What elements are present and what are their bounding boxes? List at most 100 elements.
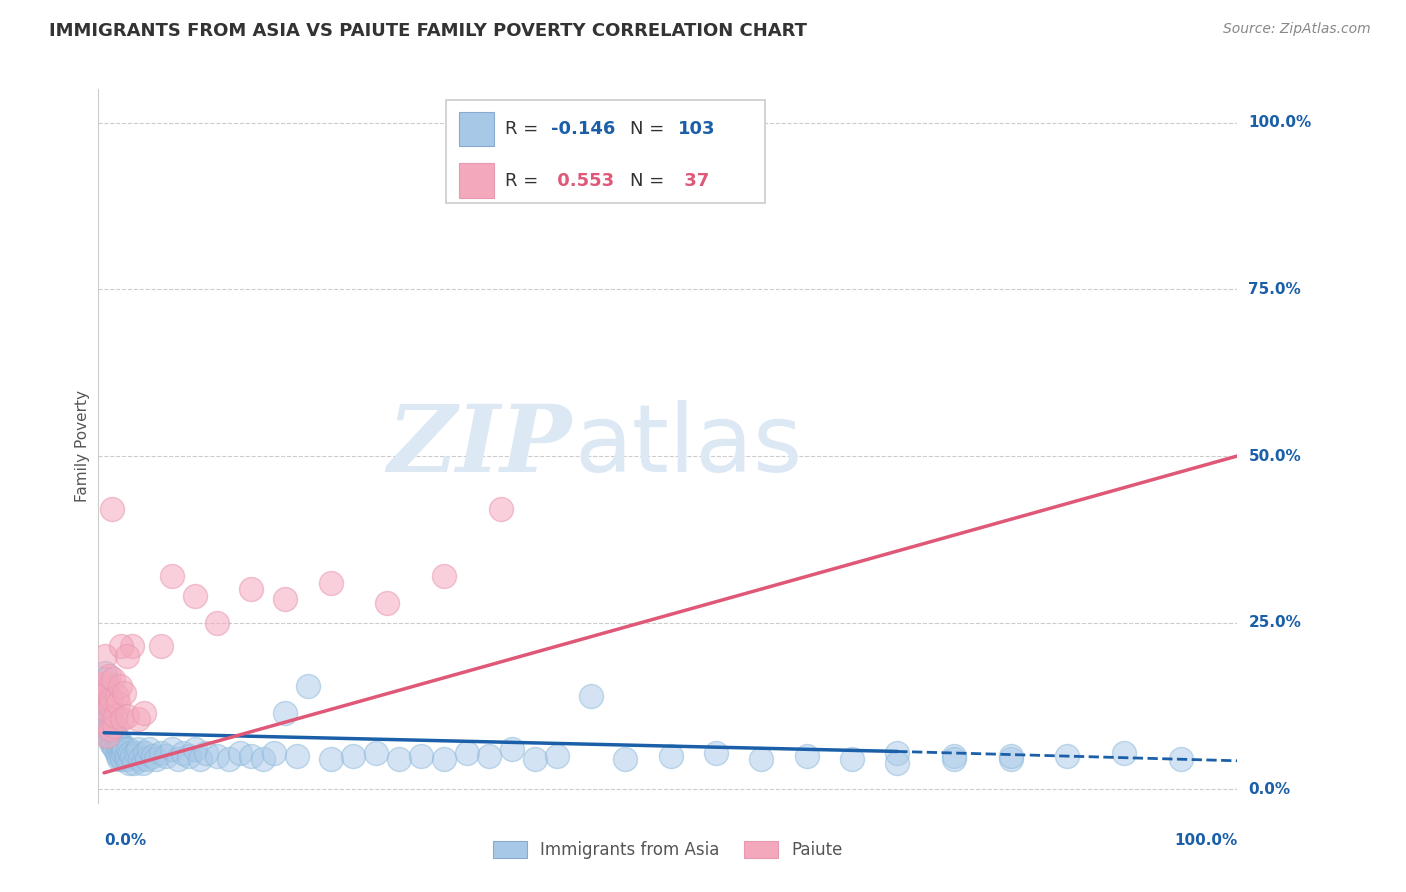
Point [297, 679, 319, 693]
Point [319, 575, 342, 590]
Text: IMMIGRANTS FROM ASIA VS PAIUTE FAMILY POVERTY CORRELATION CHART: IMMIGRANTS FROM ASIA VS PAIUTE FAMILY PO… [49, 22, 807, 40]
Point [97, 702, 120, 716]
Point [103, 723, 125, 737]
Point [160, 742, 183, 756]
Point [125, 746, 148, 760]
Point [274, 706, 297, 720]
Point [107, 749, 129, 764]
Text: 100.0%: 100.0% [1249, 115, 1312, 130]
Point [749, 752, 772, 766]
Point [94, 649, 117, 664]
Point [100, 736, 122, 750]
Point [319, 752, 342, 766]
Text: 25.0%: 25.0% [1249, 615, 1302, 631]
Point [285, 749, 308, 764]
Point [101, 729, 124, 743]
Point [127, 713, 149, 727]
Point [886, 746, 908, 760]
Text: 0.553: 0.553 [551, 171, 613, 190]
Point [184, 742, 207, 756]
Point [121, 749, 143, 764]
Point [105, 746, 128, 760]
Point [104, 709, 127, 723]
Text: 50.0%: 50.0% [1249, 449, 1301, 464]
Point [134, 746, 156, 760]
Point [136, 752, 159, 766]
Point [94, 692, 117, 706]
Point [96, 723, 118, 737]
Point [93, 715, 115, 730]
Point [112, 746, 135, 760]
Point [96, 686, 118, 700]
Point [94, 702, 117, 716]
Point [108, 739, 131, 753]
Point [581, 689, 603, 703]
Point [129, 752, 152, 766]
Point [433, 752, 456, 766]
Point [104, 725, 127, 739]
FancyBboxPatch shape [460, 163, 494, 198]
Text: ZIP: ZIP [387, 401, 571, 491]
Point [104, 742, 127, 756]
Point [97, 719, 120, 733]
Point [1112, 746, 1135, 760]
Text: 0.0%: 0.0% [104, 833, 146, 848]
Point [1000, 749, 1022, 764]
Point [115, 649, 138, 664]
Point [98, 692, 121, 706]
Point [138, 742, 160, 756]
Point [489, 502, 512, 516]
Point [98, 723, 121, 737]
Text: -0.146: -0.146 [551, 120, 614, 138]
Point [100, 725, 122, 739]
Text: N =: N = [630, 120, 671, 138]
Point [364, 746, 387, 760]
Point [546, 749, 568, 764]
Point [160, 569, 183, 583]
Point [115, 752, 138, 766]
Point [111, 752, 134, 766]
Point [145, 752, 167, 766]
Text: Source: ZipAtlas.com: Source: ZipAtlas.com [1223, 22, 1371, 37]
Point [96, 702, 118, 716]
Point [704, 746, 727, 760]
Point [478, 749, 501, 764]
Point [98, 732, 121, 747]
Point [886, 756, 908, 770]
Point [229, 746, 252, 760]
Point [943, 752, 966, 766]
Point [118, 756, 141, 770]
Point [108, 679, 131, 693]
Y-axis label: Family Poverty: Family Poverty [75, 390, 90, 502]
Point [108, 752, 131, 766]
Point [841, 752, 863, 766]
Point [101, 732, 124, 747]
Text: N =: N = [630, 171, 671, 190]
Point [93, 679, 115, 693]
Point [110, 639, 132, 653]
Point [101, 723, 124, 737]
Point [96, 696, 118, 710]
Point [263, 746, 285, 760]
Point [105, 689, 128, 703]
Point [252, 752, 274, 766]
Point [388, 752, 411, 766]
Point [110, 736, 132, 750]
FancyBboxPatch shape [460, 112, 494, 146]
Point [101, 706, 124, 720]
Point [117, 742, 139, 756]
Text: 103: 103 [678, 120, 716, 138]
Point [97, 669, 120, 683]
Text: 75.0%: 75.0% [1249, 282, 1301, 297]
Point [103, 719, 125, 733]
Point [96, 709, 118, 723]
Point [120, 746, 142, 760]
Point [96, 673, 118, 687]
Point [121, 639, 143, 653]
Point [184, 589, 207, 603]
Point [97, 729, 120, 743]
Legend: Immigrants from Asia, Paiute: Immigrants from Asia, Paiute [486, 834, 849, 866]
Point [103, 736, 125, 750]
Point [456, 746, 478, 760]
Text: 100.0%: 100.0% [1174, 833, 1237, 848]
